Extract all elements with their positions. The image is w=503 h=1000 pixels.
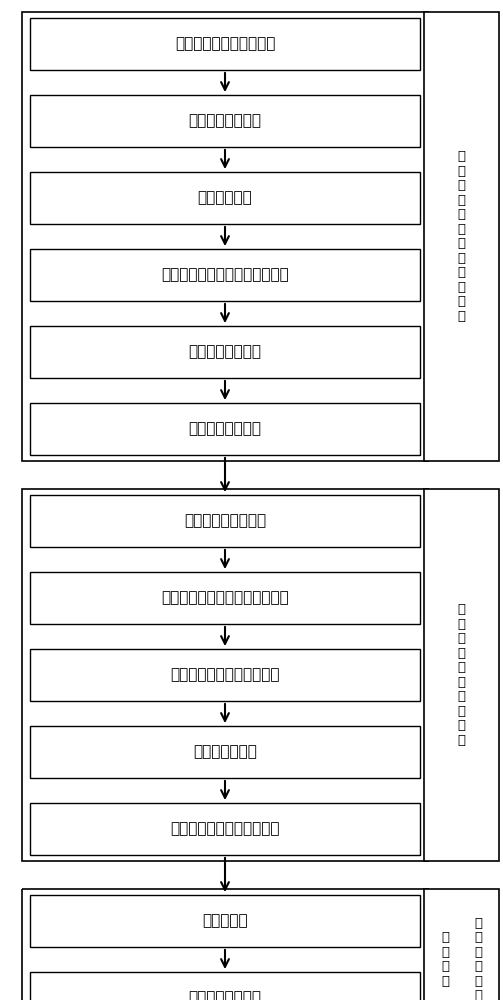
Text: 识别淹没区: 识别淹没区: [202, 914, 248, 928]
Text: 河
势
贴
体
数
字
河
道
建
模
过
程: 河 势 贴 体 数 字 河 道 建 模 过 程: [458, 150, 465, 323]
Text: 获取网格控制断面和节点: 获取网格控制断面和节点: [175, 36, 275, 51]
Bar: [22, 12, 428, 461]
Text: 确定河道淹没线: 确定河道淹没线: [193, 744, 257, 760]
Text: 数字河道模拟显示: 数字河道模拟显示: [189, 990, 262, 1000]
Text: 建立河道淹没线的拓扑关系: 建立河道淹没线的拓扑关系: [170, 822, 280, 836]
Text: 河道水流运动方程描述水流演进: 河道水流运动方程描述水流演进: [161, 590, 289, 605]
Text: 生成加密断面: 生成加密断面: [198, 190, 253, 206]
Bar: [424, 12, 499, 461]
Bar: [30, 726, 420, 778]
Text: 河
道
水
流
淹
没: 河 道 水 流 淹 没: [474, 917, 482, 1000]
Text: 确定河势拟合曲线: 确定河势拟合曲线: [189, 113, 262, 128]
Bar: [30, 326, 420, 378]
Text: 插值生成仿真断面集合水位: 插值生成仿真断面集合水位: [170, 668, 280, 682]
Bar: [30, 249, 420, 301]
Bar: [30, 495, 420, 547]
Bar: [30, 895, 420, 947]
Bar: [22, 889, 428, 1000]
Text: 插值生成节点网格: 插值生成节点网格: [189, 344, 262, 360]
Text: 模
拟
过
程: 模 拟 过 程: [441, 931, 449, 988]
Text: 生成数字河道模型: 生成数字河道模型: [189, 422, 262, 436]
Text: 输入水位数据的步骤: 输入水位数据的步骤: [184, 514, 266, 528]
Text: 对网格控制断面和加密断面处理: 对网格控制断面和加密断面处理: [161, 267, 289, 282]
Bar: [30, 18, 420, 70]
Bar: [30, 403, 420, 455]
Bar: [30, 95, 420, 147]
Bar: [30, 972, 420, 1000]
Text: 河
道
淹
没
边
界
搜
索
算
法: 河 道 淹 没 边 界 搜 索 算 法: [458, 603, 465, 747]
Bar: [30, 572, 420, 624]
Bar: [30, 649, 420, 701]
Bar: [22, 489, 428, 861]
Bar: [30, 803, 420, 855]
Bar: [424, 889, 499, 1000]
Bar: [30, 172, 420, 224]
Bar: [424, 489, 499, 861]
